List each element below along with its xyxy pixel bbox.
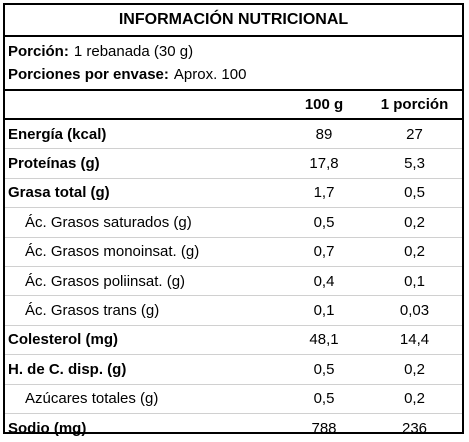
nutrient-rows: Energía (kcal) 89 27 Proteínas (g) 17,8 … [5, 120, 462, 442]
value-per-100g: 0,4 [313, 272, 335, 290]
table-row: Ác. Grasos poliinsat. (g) 0,4 0,1 [5, 267, 462, 297]
value-per-portion: 0,1 [404, 272, 425, 290]
value-per-portion: 0,2 [404, 213, 425, 231]
row-label: Energía (kcal) [8, 125, 107, 143]
value-per-100g: 788 [311, 419, 337, 437]
value-per-portion: 0,2 [404, 243, 425, 261]
per-package-label: Porciones por envase: [8, 66, 169, 83]
per-package-line: Porciones por envase: Aprox. 100 [8, 63, 462, 86]
table-row: Ác. Grasos monoinsat. (g) 0,7 0,2 [5, 238, 462, 267]
column-header-row: 100 g 1 porción [5, 91, 462, 120]
portion-value: 1 rebanada (30 g) [73, 43, 194, 60]
table-row: Grasa total (g) 1,7 0,5 [5, 179, 462, 209]
portion-label: Porción: [8, 43, 69, 60]
table-row: H. de C. disp. (g) 0,5 0,2 [5, 355, 462, 385]
table-row: Ác. Grasos saturados (g) 0,5 0,2 [5, 208, 462, 238]
value-per-portion: 0,2 [404, 360, 425, 378]
table-row: Proteínas (g) 17,8 5,3 [5, 149, 462, 179]
per-package-value: Aprox. 100 [173, 66, 247, 83]
header-per-100g: 100 g [304, 96, 344, 113]
value-per-portion: 0,2 [404, 390, 425, 408]
row-label: Colesterol (mg) [8, 331, 119, 349]
table-row: Colesterol (mg) 48,1 14,4 [5, 326, 462, 356]
value-per-portion: 236 [401, 419, 428, 437]
value-per-100g: 48,1 [309, 331, 339, 349]
table-row: Sodio (mg) 788 236 [5, 414, 462, 442]
value-per-100g: 0,5 [313, 390, 335, 408]
row-label: Ác. Grasos poliinsat. (g) [25, 272, 186, 290]
row-label: Proteínas (g) [8, 155, 100, 173]
row-label: H. de C. disp. (g) [8, 360, 127, 378]
serving-info: Porción: 1 rebanada (30 g) Porciones por… [5, 37, 462, 91]
row-label: Sodio (mg) [8, 419, 87, 437]
value-per-100g: 89 [315, 125, 333, 143]
row-label: Ác. Grasos trans (g) [25, 302, 160, 320]
table-row: Energía (kcal) 89 27 [5, 120, 462, 150]
row-label: Grasa total (g) [8, 184, 110, 202]
value-per-100g: 1,7 [313, 184, 335, 202]
table-row: Azúcares totales (g) 0,5 0,2 [5, 385, 462, 414]
value-per-100g: 0,5 [313, 213, 335, 231]
value-per-100g: 0,7 [313, 243, 335, 261]
table-row: Ác. Grasos trans (g) 0,1 0,03 [5, 296, 462, 326]
value-per-portion: 0,03 [399, 302, 430, 320]
header-per-portion: 1 porción [380, 96, 449, 113]
value-per-portion: 0,5 [404, 184, 425, 202]
row-label: Ác. Grasos monoinsat. (g) [25, 243, 200, 261]
panel-title: INFORMACIÓN NUTRICIONAL [5, 5, 462, 37]
portion-line: Porción: 1 rebanada (30 g) [8, 40, 462, 63]
value-per-100g: 0,5 [313, 360, 335, 378]
nutrition-facts-panel: INFORMACIÓN NUTRICIONAL Porción: 1 reban… [3, 3, 464, 437]
value-per-100g: 17,8 [309, 155, 339, 173]
value-per-portion: 27 [406, 125, 423, 143]
row-label: Ác. Grasos saturados (g) [25, 213, 192, 231]
row-label: Azúcares totales (g) [25, 390, 159, 408]
value-per-portion: 5,3 [404, 155, 425, 173]
value-per-100g: 0,1 [313, 302, 335, 320]
value-per-portion: 14,4 [399, 331, 430, 349]
